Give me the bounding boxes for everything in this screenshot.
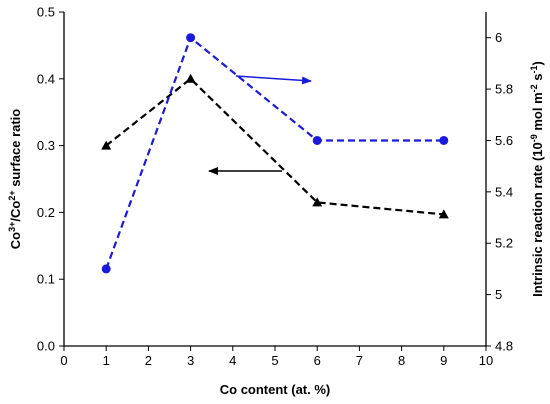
triangle-data-point	[185, 73, 196, 83]
circle-data-point	[101, 264, 111, 274]
right-y-tick-label: 5.4	[495, 184, 513, 199]
x-axis-ticks: 0 1 2 3 4 5 6 7 8 9 10	[60, 346, 493, 368]
circle-data-point	[439, 135, 449, 145]
x-tick-label: 8	[398, 353, 405, 368]
triangle-data-point	[101, 140, 112, 150]
x-tick-label: 1	[103, 353, 110, 368]
left-y-tick-label: 0.4	[37, 71, 55, 86]
right-y-axis-ticks: 4.8 5 5.2 5.4 5.6 5.8 6	[486, 30, 513, 354]
left-y-tick-label: 0.2	[37, 205, 55, 220]
left-y-axis-title: Co3+/Co2+ surface ratio	[7, 109, 23, 250]
left-axis-series-line	[105, 77, 444, 216]
right-y-tick-label: 5.8	[495, 82, 513, 97]
x-tick-label: 10	[479, 353, 493, 368]
right-y-tick-label: 5.2	[495, 236, 513, 251]
arrow-to-right-axis	[235, 75, 312, 85]
x-tick-label: 4	[229, 353, 236, 368]
x-tick-label: 5	[271, 353, 278, 368]
right-y-tick-label: 4.8	[495, 339, 513, 354]
x-axis-title: Co content (at. %)	[220, 382, 331, 397]
left-y-tick-label: 0.5	[37, 5, 55, 20]
left-y-axis-ticks: 0.0 0.1 0.2 0.3 0.4 0.5	[37, 5, 64, 354]
x-tick-label: 7	[356, 353, 363, 368]
left-y-tick-label: 0.3	[37, 138, 55, 153]
x-tick-label: 3	[187, 353, 194, 368]
circle-data-point	[186, 33, 196, 43]
x-tick-label: 6	[314, 353, 321, 368]
right-axis-series-line	[105, 35, 444, 270]
left-y-tick-label: 0.0	[37, 339, 55, 354]
x-tick-label: 0	[60, 353, 67, 368]
right-y-axis-title: Intrinsic reaction rate (10-9 mol m-2 s-…	[529, 61, 545, 297]
left-y-tick-label: 0.1	[37, 272, 55, 287]
x-tick-label: 9	[440, 353, 447, 368]
right-y-tick-label: 5.6	[495, 133, 513, 148]
x-tick-label: 2	[145, 353, 152, 368]
triangle-data-point	[438, 209, 449, 219]
circle-data-point	[312, 135, 322, 145]
right-y-tick-label: 5	[495, 287, 502, 302]
triangle-data-point	[312, 197, 323, 207]
series-layer	[101, 33, 449, 274]
right-y-tick-label: 6	[495, 30, 502, 45]
